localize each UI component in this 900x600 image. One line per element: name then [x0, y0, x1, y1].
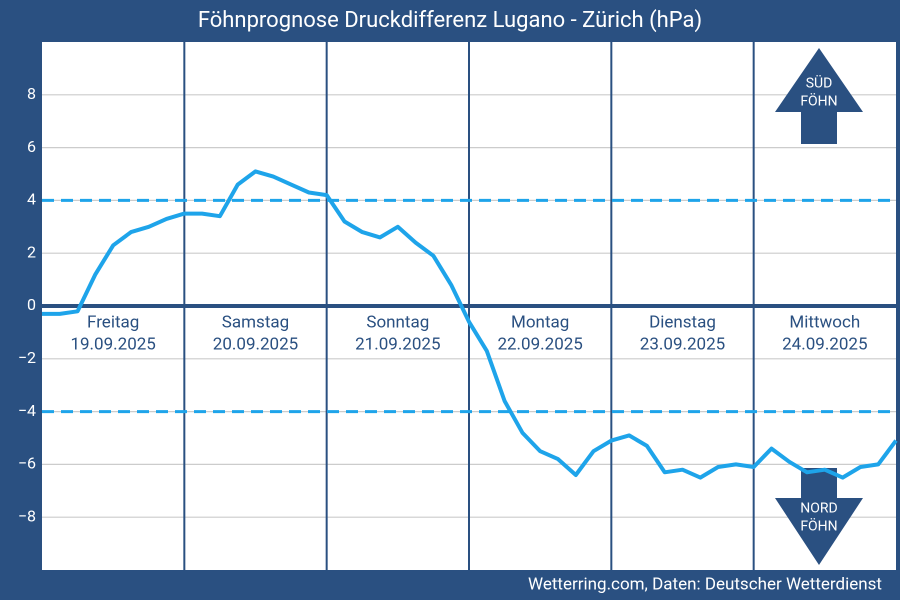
arrow-down [775, 468, 863, 565]
day-name: Mittwoch [789, 312, 860, 332]
y-tick-label: 6 [27, 137, 36, 156]
day-name: Samstag [222, 312, 289, 332]
day-name: Montag [511, 312, 569, 332]
arrow-up [775, 48, 863, 144]
day-name: Freitag [87, 312, 139, 332]
day-date: 23.09.2025 [640, 334, 725, 354]
day-date: 19.09.2025 [70, 334, 155, 354]
y-tick-label: 2 [27, 242, 36, 261]
y-tick-label: −2 [18, 348, 36, 367]
day-name: Dienstag [649, 312, 716, 332]
y-tick-label: 0 [27, 295, 36, 314]
day-date: 22.09.2025 [497, 334, 582, 354]
chart-title: Föhnprognose Druckdifferenz Lugano - Zür… [198, 8, 702, 33]
arrow-label: FÖHN [800, 518, 837, 535]
y-tick-label: −4 [18, 401, 36, 420]
day-date: 20.09.2025 [213, 334, 298, 354]
y-tick-label: 8 [27, 84, 36, 103]
day-date: 24.09.2025 [782, 334, 867, 354]
day-name: Sonntag [366, 312, 429, 332]
arrow-label: FÖHN [800, 93, 837, 110]
day-date: 21.09.2025 [355, 334, 440, 354]
y-tick-label: −8 [18, 506, 36, 525]
data-line [42, 169, 898, 480]
y-tick-label: 4 [27, 190, 36, 209]
footer: Wetterring.com, Daten: Deutscher Wetterd… [528, 574, 882, 594]
y-tick-label: −6 [18, 454, 36, 473]
arrow-label: SÜD [806, 75, 833, 92]
arrow-label: NORD [800, 501, 837, 517]
